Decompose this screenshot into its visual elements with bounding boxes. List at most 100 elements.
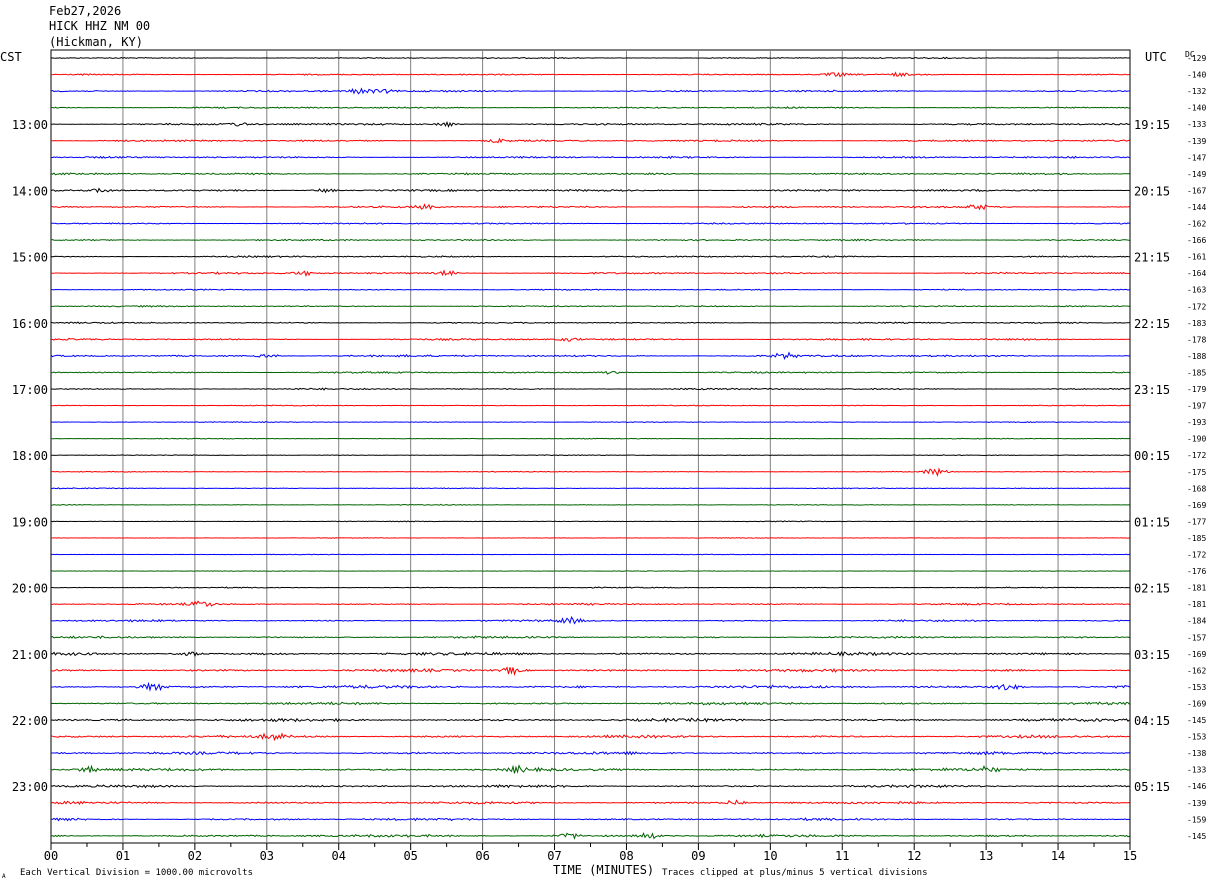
x-tick-label: 01 bbox=[116, 849, 130, 863]
trace-line bbox=[50, 337, 1130, 342]
dc-offset-label: -184 bbox=[1187, 617, 1206, 626]
trace-line bbox=[50, 120, 1130, 128]
dc-offset-label: -159 bbox=[1187, 815, 1206, 824]
x-axis-title: TIME (MINUTES) bbox=[553, 863, 654, 877]
cst-hour-label: 21:00 bbox=[12, 648, 48, 662]
trace-line bbox=[50, 288, 1130, 291]
dc-offset-label: -172 bbox=[1187, 451, 1206, 460]
trace-line bbox=[50, 600, 1130, 608]
cst-hour-label: 20:00 bbox=[12, 582, 48, 596]
x-tick-label: 11 bbox=[835, 849, 849, 863]
dc-offset-label: -133 bbox=[1187, 766, 1206, 775]
utc-hour-label: 05:15 bbox=[1134, 780, 1170, 794]
x-tick-label: 05 bbox=[403, 849, 417, 863]
x-tick-label: 09 bbox=[691, 849, 705, 863]
trace-line bbox=[50, 750, 1130, 756]
trace-line bbox=[50, 520, 1130, 523]
vertical-division-note: Each Vertical Division = 1000.00 microvo… bbox=[20, 868, 253, 878]
dc-offset-label: -172 bbox=[1187, 302, 1206, 311]
dc-offset-label: -140 bbox=[1187, 104, 1206, 113]
dc-offset-label: -178 bbox=[1187, 335, 1206, 344]
trace-line bbox=[50, 238, 1130, 242]
dc-label: DC bbox=[1185, 50, 1195, 59]
cst-hour-label: 13:00 bbox=[12, 118, 48, 132]
dc-offset-label: -168 bbox=[1187, 484, 1206, 493]
dc-offset-label: -169 bbox=[1187, 501, 1206, 510]
utc-hour-label: 22:15 bbox=[1134, 317, 1170, 331]
utc-hour-label: 02:15 bbox=[1134, 582, 1170, 596]
trace-line bbox=[50, 437, 1130, 440]
dc-offset-label: -147 bbox=[1187, 153, 1206, 162]
dc-offset-label: -153 bbox=[1187, 733, 1206, 742]
trace-line bbox=[50, 467, 1130, 477]
dc-offset-label: -145 bbox=[1187, 716, 1206, 725]
trace-line bbox=[50, 370, 1130, 375]
record-date: Feb27,2026 bbox=[49, 4, 122, 18]
dc-offset-label: -161 bbox=[1187, 253, 1206, 262]
cst-hour-label: 23:00 bbox=[12, 780, 48, 794]
trace-line bbox=[50, 553, 1130, 556]
plot-frame bbox=[50, 49, 1131, 844]
corner-mark: A bbox=[2, 873, 6, 880]
dc-offset-label: -149 bbox=[1187, 170, 1206, 179]
trace-line bbox=[50, 56, 1130, 60]
dc-offset-label: -185 bbox=[1187, 368, 1206, 377]
dc-offset-label: -133 bbox=[1187, 120, 1206, 129]
dc-offset-label: -146 bbox=[1187, 782, 1206, 791]
station-location: (Hickman, KY) bbox=[49, 35, 143, 49]
trace-line bbox=[50, 172, 1130, 176]
trace-line bbox=[50, 570, 1130, 572]
trace-line bbox=[50, 701, 1130, 706]
dc-offset-label: -197 bbox=[1187, 402, 1206, 411]
dc-offset-label: -129 bbox=[1187, 54, 1206, 63]
dc-offset-label: -138 bbox=[1187, 749, 1206, 758]
x-tick-label: 00 bbox=[44, 849, 58, 863]
trace-line bbox=[50, 831, 1130, 840]
trace-line bbox=[50, 666, 1130, 676]
trace-line bbox=[50, 404, 1130, 407]
cst-hour-label: 14:00 bbox=[12, 184, 48, 198]
trace-line bbox=[50, 269, 1130, 277]
station-code: HICK HHZ NM 00 bbox=[49, 19, 151, 33]
utc-hour-label: 21:15 bbox=[1134, 251, 1170, 265]
x-tick-label: 04 bbox=[332, 849, 346, 863]
dc-offset-label: -179 bbox=[1187, 385, 1206, 394]
left-axis-label: CST bbox=[0, 50, 22, 64]
trace-line bbox=[50, 137, 1130, 144]
utc-hour-label: 23:15 bbox=[1134, 383, 1170, 397]
cst-hour-label: 19:00 bbox=[12, 515, 48, 529]
trace-line bbox=[50, 71, 1130, 78]
dc-offset-label: -169 bbox=[1187, 699, 1206, 708]
trace-line bbox=[50, 764, 1130, 774]
trace-line bbox=[50, 421, 1130, 424]
utc-hour-label: 19:15 bbox=[1134, 118, 1170, 132]
trace-line bbox=[50, 321, 1130, 325]
trace-line bbox=[50, 799, 1130, 805]
dc-offset-label: -183 bbox=[1187, 319, 1206, 328]
dc-offset-label: -175 bbox=[1187, 468, 1206, 477]
x-tick-label: 07 bbox=[547, 849, 561, 863]
axis-labels: CST UTC DC TIME (MINUTES) Each Vertical … bbox=[0, 50, 1206, 880]
dc-offset-label: -190 bbox=[1187, 435, 1206, 444]
dc-offset-label: -177 bbox=[1187, 517, 1206, 526]
cst-hour-label: 22:00 bbox=[12, 714, 48, 728]
trace-line bbox=[50, 732, 1130, 742]
x-tick-label: 06 bbox=[475, 849, 489, 863]
dc-offset-label: -164 bbox=[1187, 269, 1206, 278]
trace-line bbox=[50, 155, 1130, 160]
seismogram-traces bbox=[50, 56, 1130, 840]
trace-line bbox=[50, 87, 1130, 95]
trace-line bbox=[50, 487, 1130, 490]
trace-line bbox=[50, 304, 1130, 308]
grid-lines bbox=[50, 49, 1131, 850]
dc-offset-label: -169 bbox=[1187, 650, 1206, 659]
utc-hour-label: 20:15 bbox=[1134, 184, 1170, 198]
dc-offset-label: -162 bbox=[1187, 666, 1206, 675]
trace-line bbox=[50, 537, 1130, 539]
dc-offset-label: -166 bbox=[1187, 236, 1206, 245]
dc-offset-label: -193 bbox=[1187, 418, 1206, 427]
trace-line bbox=[50, 817, 1130, 822]
trace-line bbox=[50, 635, 1130, 640]
dc-offset-label: -139 bbox=[1187, 799, 1206, 808]
